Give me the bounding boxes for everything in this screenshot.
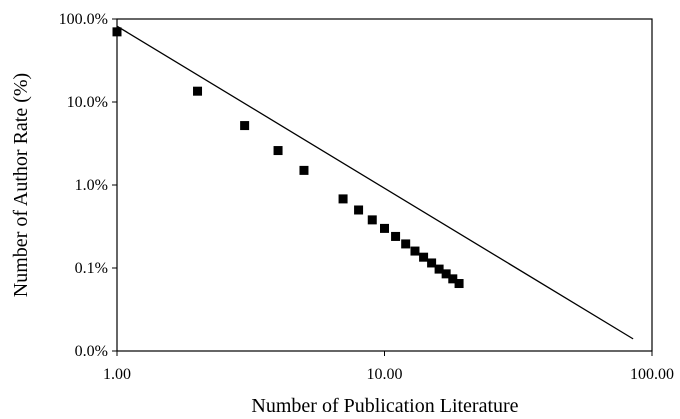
y-axis-ticks: 0.0% 0.1% 1.0% 10.0% 100.0%: [59, 11, 117, 360]
data-point: [354, 205, 364, 215]
data-point: [112, 27, 122, 37]
data-point: [419, 252, 429, 262]
data-point: [454, 279, 464, 289]
data-point: [448, 274, 458, 284]
x-axis-ticks: 1.00 10.00 100.00: [103, 351, 674, 383]
y-tick-label: 0.0%: [75, 343, 108, 360]
data-point: [299, 165, 309, 175]
data-point: [338, 194, 348, 204]
data-point: [434, 264, 444, 274]
data-point: [240, 121, 250, 131]
data-point: [401, 239, 411, 249]
data-point: [391, 231, 401, 241]
fit-line: [116, 25, 634, 340]
x-axis-title: Number of Publication Literature: [251, 395, 518, 417]
data-point: [410, 246, 420, 256]
y-tick-label: 10.0%: [67, 94, 108, 111]
x-tick-label: 1.00: [103, 366, 131, 383]
data-point: [380, 223, 389, 233]
y-tick-label: 1.0%: [75, 177, 108, 194]
x-tick-label: 100.00: [630, 366, 674, 383]
data-point: [273, 146, 283, 156]
data-point: [367, 215, 377, 225]
y-axis-title: Number of Author Rate (%): [10, 73, 32, 297]
y-tick-label: 100.0%: [59, 11, 108, 28]
data-point: [441, 269, 451, 279]
x-tick-label: 10.00: [367, 366, 403, 383]
y-tick-label: 0.1%: [75, 260, 108, 277]
data-point: [193, 86, 203, 96]
data-series: [112, 25, 634, 340]
data-point: [427, 258, 437, 268]
